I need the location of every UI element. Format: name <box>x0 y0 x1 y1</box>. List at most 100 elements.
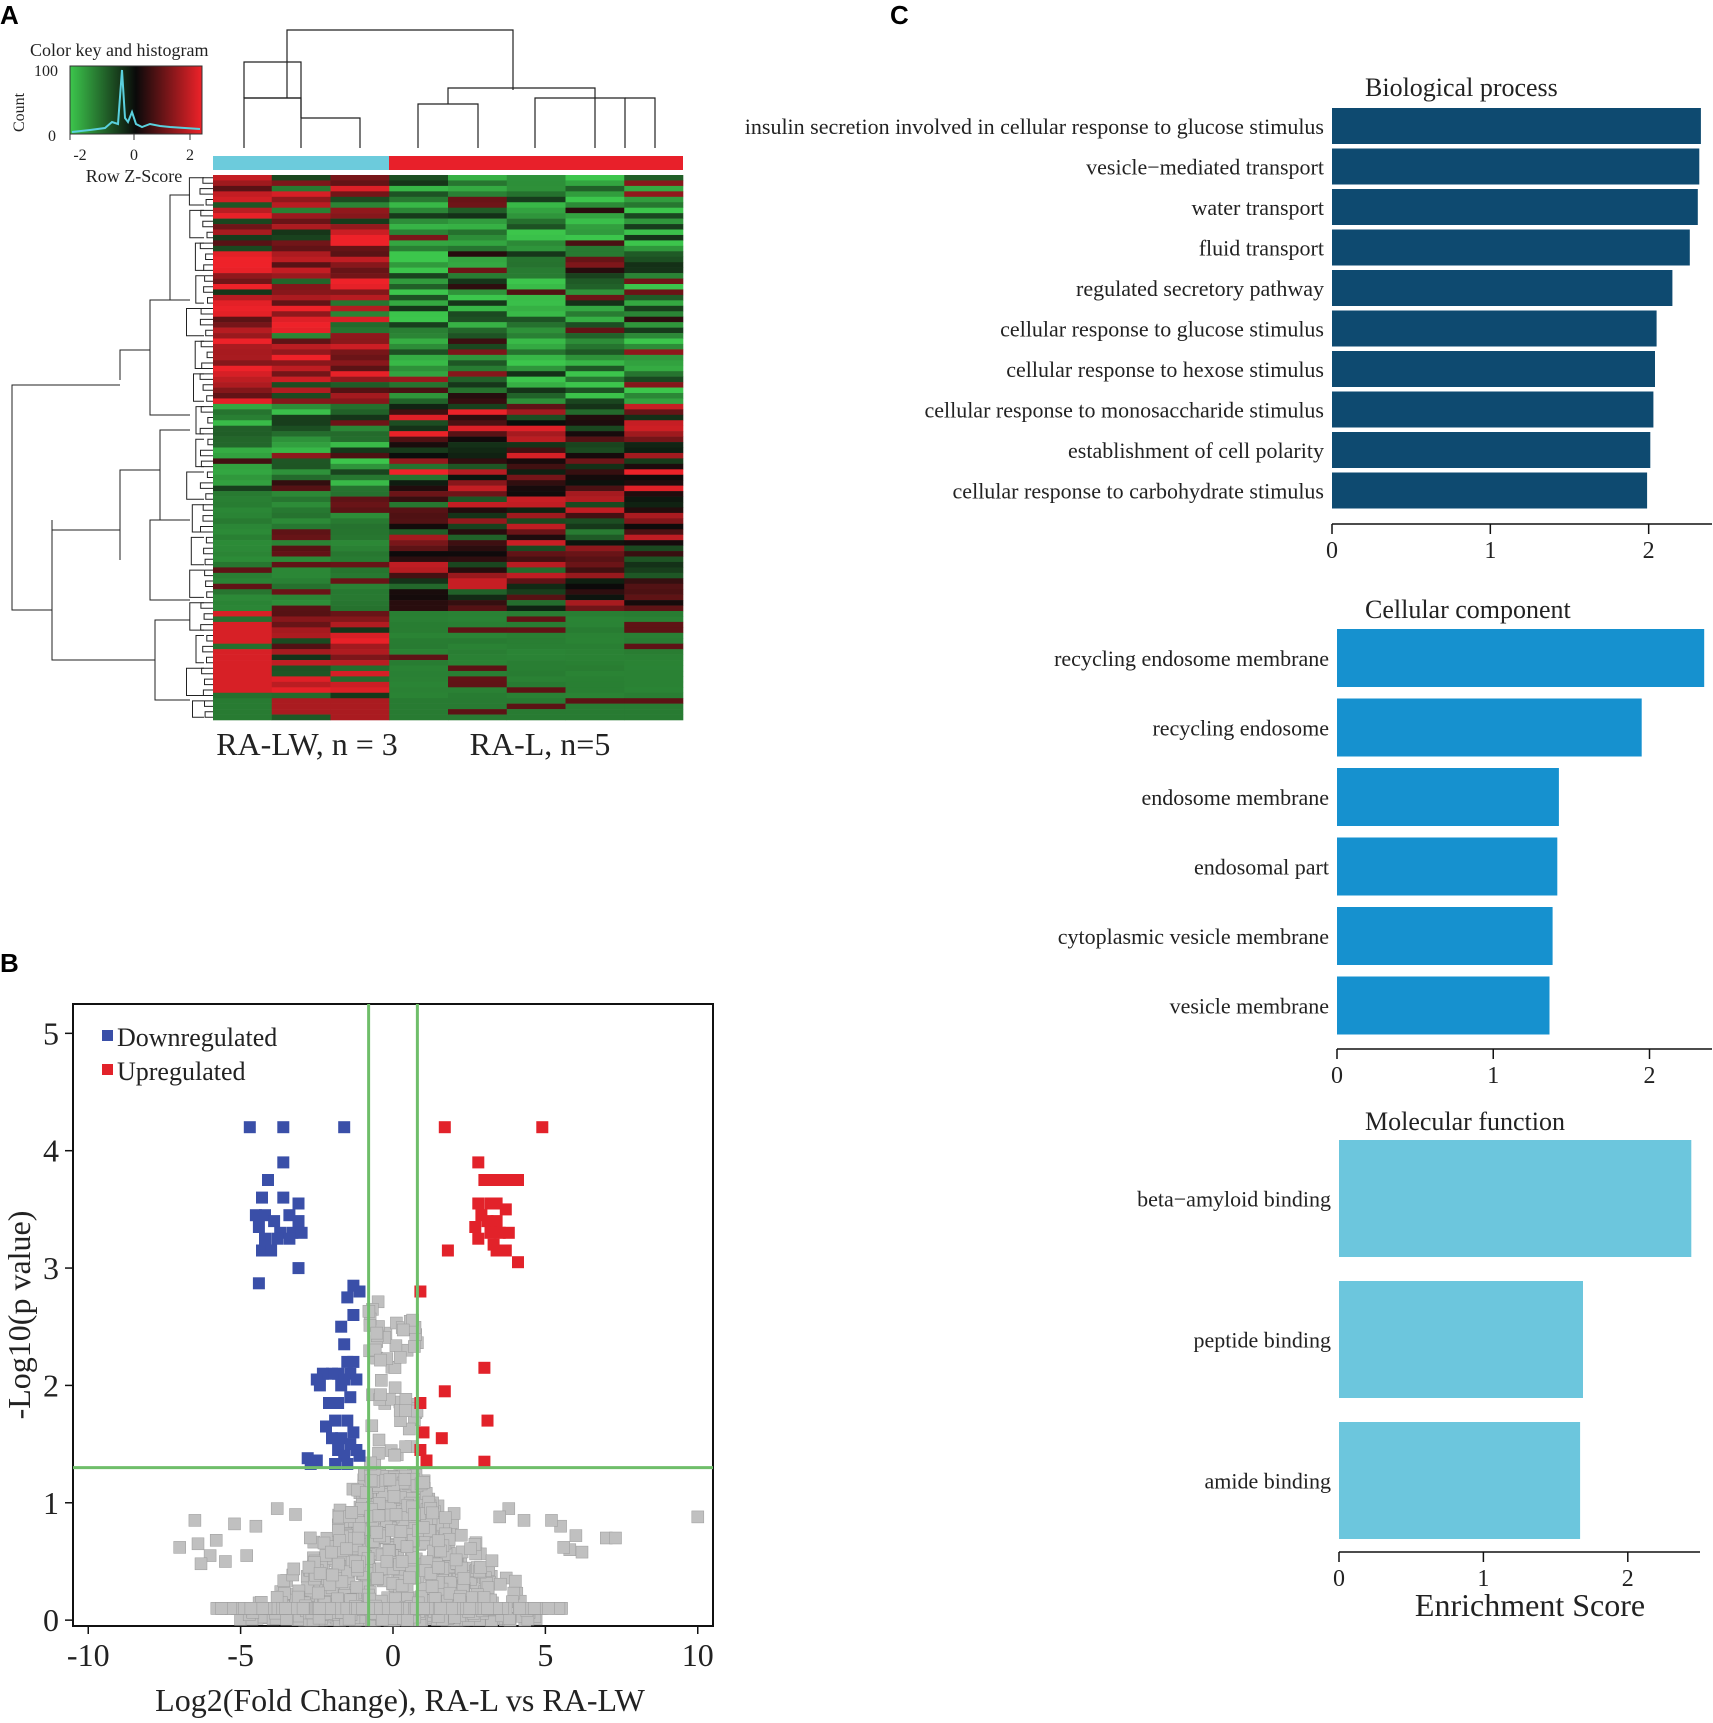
volcano-point-down <box>347 1426 360 1439</box>
heatmap-cell <box>389 458 449 465</box>
volcano-point-ns <box>364 1474 378 1488</box>
heatmap-cell <box>506 578 566 585</box>
volcano-point-down <box>271 1232 284 1245</box>
heatmap-cell <box>213 327 273 334</box>
heatmap-cell <box>213 234 273 241</box>
heatmap-cell <box>448 632 508 639</box>
heatmap-cell <box>330 692 390 699</box>
volcano-ytick-label: 2 <box>43 1367 59 1403</box>
heatmap-cell <box>624 469 684 476</box>
heatmap-cell <box>448 676 508 683</box>
volcano-point-ns <box>542 1602 555 1615</box>
heatmap-cell <box>624 218 684 225</box>
heatmap-cell <box>389 349 449 356</box>
heatmap-cell <box>271 425 331 432</box>
heatmap-cell <box>448 692 508 699</box>
row-dendrogram-branch <box>205 253 213 260</box>
heatmap-cell <box>624 545 684 552</box>
heatmap-cell <box>330 343 390 350</box>
heatmap-cell <box>448 698 508 704</box>
heatmap-cell <box>565 409 625 416</box>
go-xtick-label: 1 <box>1484 538 1496 564</box>
heatmap-cell <box>448 191 508 198</box>
heatmap-cell <box>624 305 684 312</box>
heatmap-cell <box>271 485 331 492</box>
heatmap-cell <box>624 256 684 263</box>
heatmap-cell <box>389 387 449 394</box>
heatmap-cell <box>271 365 331 372</box>
heatmap-cell <box>448 649 508 655</box>
row-dendrogram-branch <box>204 711 213 718</box>
heatmap-cell <box>565 507 625 514</box>
heatmap-cell <box>330 322 390 328</box>
heatmap-cell <box>389 218 449 225</box>
go-bar <box>1332 108 1701 144</box>
group-label-ra-l: RA-L, n=5 <box>470 726 611 762</box>
go-bar-label: regulated secretory pathway <box>1076 276 1324 301</box>
heatmap-cell <box>271 518 331 525</box>
heatmap-cell <box>624 611 684 617</box>
go-xtick-label: 2 <box>1644 1063 1656 1089</box>
heatmap-cell <box>389 474 449 481</box>
color-key-xtick-2: 2 <box>186 147 194 164</box>
heatmap-cell <box>271 616 331 623</box>
heatmap-cell <box>506 354 566 361</box>
heatmap-cell <box>506 398 566 405</box>
heatmap-cell <box>506 425 566 432</box>
volcano-point-ns <box>371 1572 384 1585</box>
heatmap-cell <box>213 403 273 410</box>
row-dendrogram-branch <box>206 656 213 664</box>
heatmap-cell <box>330 442 390 448</box>
heatmap-cell <box>213 262 273 268</box>
heatmap-cell <box>330 665 390 672</box>
heatmap-cell <box>506 463 566 470</box>
row-dendrogram-branch <box>119 349 150 380</box>
heatmap-cell <box>624 529 684 535</box>
color-key-xtick-neg2: -2 <box>73 147 86 164</box>
heatmap-panel: Color key and histogram Count 100 0 -2 0… <box>11 29 684 762</box>
volcano-point-down <box>262 1174 274 1186</box>
volcano-point-ns <box>372 1433 386 1447</box>
heatmap-cell <box>271 387 331 394</box>
volcano-point-down <box>252 1221 265 1233</box>
heatmap-cell <box>448 616 508 623</box>
heatmap-cell <box>624 507 684 514</box>
volcano-point-ns <box>477 1591 491 1604</box>
volcano-ytick-label: 5 <box>43 1015 59 1051</box>
heatmap-cell <box>271 262 331 268</box>
heatmap-cell <box>506 213 566 219</box>
heatmap-cell <box>506 452 566 459</box>
row-dendrogram-branch <box>203 613 213 620</box>
heatmap-cell <box>624 338 684 345</box>
volcano-point-ns <box>432 1561 445 1574</box>
go-bar-label: cellular response to hexose stimulus <box>1006 357 1324 382</box>
heatmap-cell <box>448 180 508 187</box>
heatmap-cell <box>271 551 331 557</box>
heatmap-cell <box>506 229 566 236</box>
volcano-point-ns <box>400 1540 414 1553</box>
heatmap-cell <box>448 589 508 595</box>
heatmap-cell <box>624 273 684 279</box>
heatmap-cell <box>389 447 449 454</box>
volcano-point-ns <box>399 1393 413 1406</box>
volcano-point-down <box>338 1338 351 1351</box>
volcano-point-down <box>347 1309 360 1321</box>
volcano-point-ns <box>228 1517 241 1531</box>
heatmap-cell <box>330 191 390 198</box>
heatmap-cell <box>213 676 273 683</box>
heatmap-cell <box>448 518 508 525</box>
volcano-point-ns <box>370 1526 384 1539</box>
go-bar <box>1337 629 1705 687</box>
heatmap-cell <box>565 327 625 334</box>
heatmap-cell <box>565 425 625 432</box>
heatmap-cell <box>271 654 331 661</box>
heatmap-cell <box>448 256 508 263</box>
heatmap-cell <box>448 262 508 268</box>
heatmap-cell <box>624 458 684 465</box>
heatmap-cell <box>330 485 390 492</box>
volcano-point-ns <box>173 1541 186 1554</box>
heatmap-cell <box>389 670 449 677</box>
heatmap-cell <box>506 649 566 655</box>
volcano-point-ns <box>372 1446 385 1460</box>
